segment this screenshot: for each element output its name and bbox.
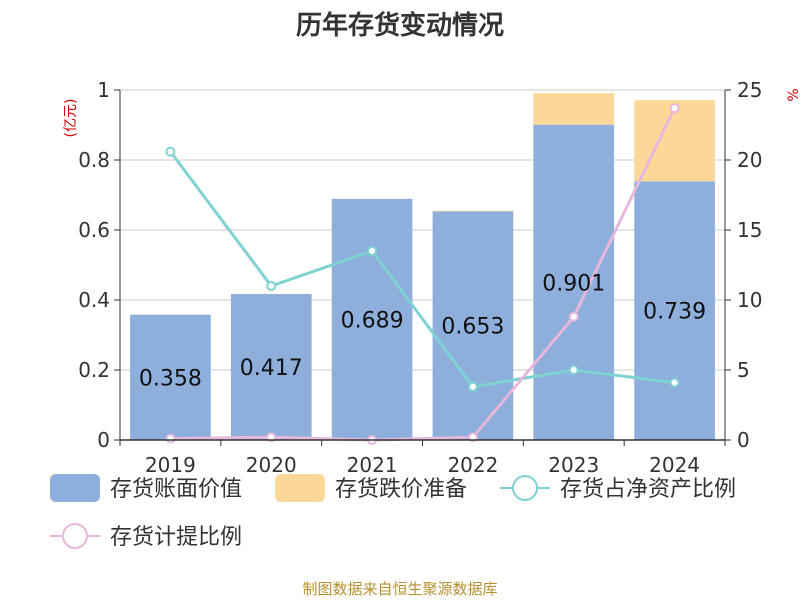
bar-segment-book-value xyxy=(432,211,514,440)
right-tick-label: 0 xyxy=(737,428,750,452)
line-point xyxy=(568,365,579,375)
left-tick-label: 0.6 xyxy=(78,218,110,242)
legend-label: 存货计提比例 xyxy=(110,525,242,550)
right-tick-label: 5 xyxy=(737,358,750,382)
bar-segment-book-value xyxy=(533,124,615,441)
bar-segment-book-value xyxy=(130,314,211,440)
line-point xyxy=(568,311,579,322)
bar-segment-reserve xyxy=(533,93,615,125)
right-tick-label: 20 xyxy=(737,148,762,172)
line-point xyxy=(467,432,478,443)
x-tick-label: 2022 xyxy=(447,453,498,477)
line-point xyxy=(266,432,277,443)
bar-segment-book-value xyxy=(331,198,413,440)
bar-segment-reserve xyxy=(432,210,514,212)
bar-data-label: 0.358 xyxy=(139,366,202,391)
legend-item[interactable]: 存货占净资产比例 xyxy=(500,475,736,502)
legend-item[interactable]: 存货账面价值 xyxy=(50,474,242,502)
right-tick-label: 10 xyxy=(737,288,762,312)
line-point xyxy=(165,433,176,444)
legend-item[interactable]: 存货跌价准备 xyxy=(275,474,467,502)
legend-label: 存货占净资产比例 xyxy=(560,477,736,502)
line-series-1 xyxy=(169,150,675,389)
legend-label: 存货跌价准备 xyxy=(335,477,467,502)
legend-item[interactable]: 存货计提比例 xyxy=(50,523,242,550)
legend-marker xyxy=(62,523,88,549)
right-tick-label: 25 xyxy=(737,78,762,102)
line-point xyxy=(669,103,680,114)
bar-data-label: 0.417 xyxy=(240,356,303,381)
left-tick-label: 1 xyxy=(97,78,110,102)
bar-segment-book-value xyxy=(230,294,312,440)
left-tick-label: 0.2 xyxy=(78,358,110,382)
line-point xyxy=(165,146,176,157)
bar-segment-book-value xyxy=(634,181,715,440)
chart-title: 历年存货变动情况 xyxy=(296,10,504,41)
left-tick-label: 0.8 xyxy=(78,148,110,172)
bar-data-label: 0.901 xyxy=(542,271,605,296)
x-tick-label: 2020 xyxy=(246,453,297,477)
line-point xyxy=(266,281,277,291)
right-tick-label: 15 xyxy=(737,218,762,242)
left-axis-unit: (亿元) xyxy=(63,99,79,138)
bar-data-label: 0.739 xyxy=(643,300,706,325)
x-tick-label: 2023 xyxy=(548,453,599,477)
line-point xyxy=(669,377,680,388)
bar-data-label: 0.689 xyxy=(341,308,404,333)
bar-segment-reserve xyxy=(634,100,715,182)
bar-data-label: 0.653 xyxy=(441,315,504,340)
x-tick-label: 2021 xyxy=(347,453,398,477)
x-tick-label: 2024 xyxy=(649,453,700,477)
line-point xyxy=(367,246,378,256)
legend-marker xyxy=(512,475,538,501)
right-axis-unit: % xyxy=(786,88,800,101)
x-tick-label: 2019 xyxy=(145,453,196,477)
line-point xyxy=(467,381,478,392)
legend-label: 存货账面价值 xyxy=(110,477,242,502)
left-tick-label: 0.4 xyxy=(78,288,110,312)
legend-swatch xyxy=(50,474,100,502)
left-tick-label: 0 xyxy=(97,428,110,452)
line-series-2 xyxy=(170,107,676,442)
source-note: 制图数据来自恒生聚源数据库 xyxy=(302,580,497,598)
legend-swatch xyxy=(275,474,325,502)
